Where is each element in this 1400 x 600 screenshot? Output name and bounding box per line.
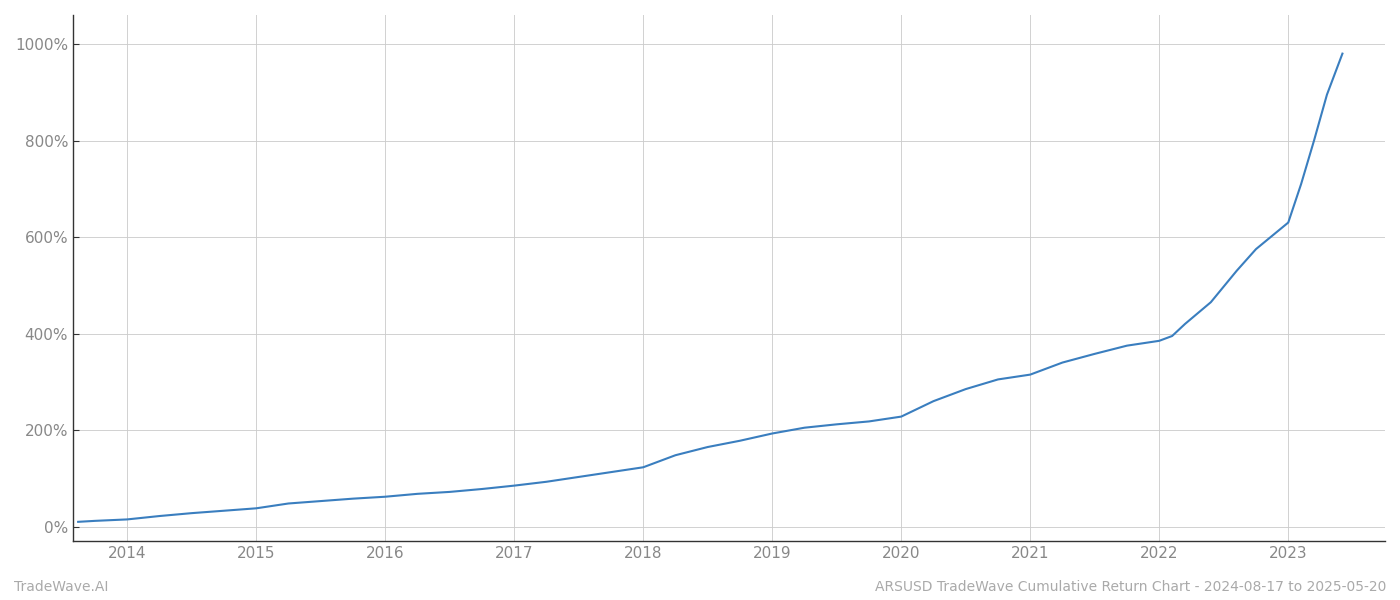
Text: TradeWave.AI: TradeWave.AI xyxy=(14,580,108,594)
Text: ARSUSD TradeWave Cumulative Return Chart - 2024-08-17 to 2025-05-20: ARSUSD TradeWave Cumulative Return Chart… xyxy=(875,580,1386,594)
